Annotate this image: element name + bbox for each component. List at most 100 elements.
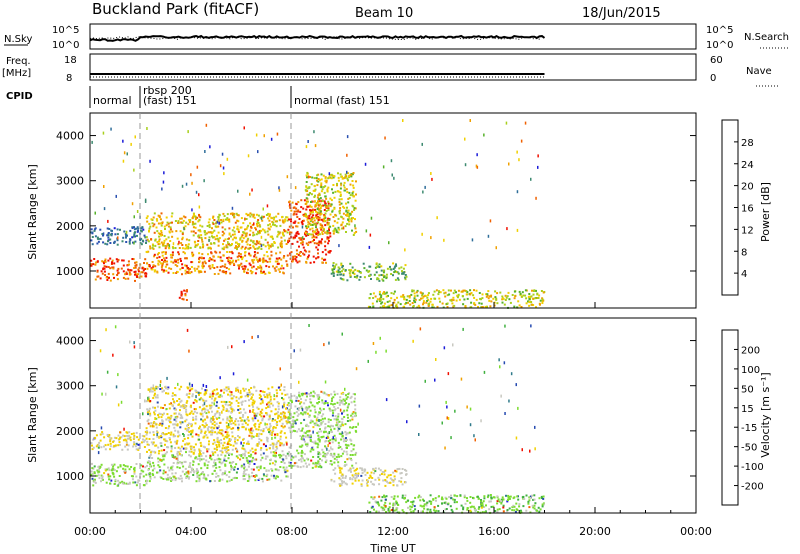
data-cell bbox=[187, 434, 190, 437]
data-cell bbox=[400, 295, 403, 298]
data-cell bbox=[291, 420, 294, 423]
data-cell bbox=[324, 400, 327, 403]
data-cell bbox=[514, 295, 517, 298]
data-cell bbox=[305, 392, 308, 395]
data-cell bbox=[325, 253, 328, 256]
scatter-cell bbox=[495, 246, 497, 250]
data-cell bbox=[201, 263, 204, 265]
data-cell bbox=[434, 497, 437, 500]
data-cell bbox=[466, 508, 469, 511]
data-cell bbox=[421, 505, 424, 508]
data-cell bbox=[276, 433, 279, 435]
data-cell bbox=[249, 244, 252, 246]
data-cell bbox=[248, 262, 251, 265]
data-cell bbox=[214, 250, 217, 253]
scatter-cell bbox=[508, 399, 510, 403]
data-cell bbox=[149, 425, 152, 428]
data-cell bbox=[455, 507, 458, 510]
scatter-cell bbox=[446, 416, 448, 420]
data-cell bbox=[231, 467, 234, 469]
data-cell bbox=[329, 419, 332, 421]
data-cell bbox=[502, 510, 505, 513]
data-cell bbox=[368, 501, 371, 504]
data-cell bbox=[164, 385, 167, 388]
data-cell bbox=[279, 435, 282, 438]
data-cell bbox=[355, 468, 358, 471]
data-cell bbox=[98, 467, 101, 469]
scatter-cell bbox=[117, 373, 119, 377]
data-cell bbox=[273, 216, 276, 219]
data-cell bbox=[355, 180, 357, 183]
data-cell bbox=[301, 240, 304, 243]
data-cell bbox=[240, 247, 243, 250]
data-cell bbox=[182, 215, 185, 218]
scatter-cell bbox=[516, 150, 518, 154]
data-cell bbox=[192, 460, 195, 463]
data-cell bbox=[335, 456, 338, 458]
data-cell bbox=[385, 291, 388, 294]
data-cell bbox=[354, 412, 357, 415]
data-cell bbox=[258, 441, 261, 444]
data-cell bbox=[91, 236, 94, 238]
data-cell bbox=[164, 259, 166, 262]
data-cell bbox=[390, 292, 393, 295]
data-cell bbox=[153, 411, 156, 414]
data-cell bbox=[273, 242, 276, 244]
data-cell bbox=[239, 458, 242, 461]
data-cell bbox=[179, 268, 182, 271]
data-cell bbox=[217, 454, 219, 457]
scatter-cell bbox=[255, 133, 258, 137]
data-cell bbox=[249, 254, 252, 257]
data-cell bbox=[431, 303, 434, 306]
data-cell bbox=[337, 427, 340, 430]
data-cell bbox=[287, 454, 290, 457]
data-cell bbox=[267, 387, 270, 390]
data-cell bbox=[243, 474, 246, 477]
scatter-cell bbox=[284, 415, 287, 419]
data-cell bbox=[249, 264, 252, 267]
data-cell bbox=[212, 442, 215, 445]
scatter-cell bbox=[149, 159, 151, 163]
data-cell bbox=[353, 444, 356, 447]
data-cell bbox=[324, 212, 327, 215]
data-cell bbox=[342, 437, 345, 440]
data-cell bbox=[274, 463, 277, 466]
data-cell bbox=[169, 226, 172, 229]
data-cell bbox=[269, 422, 272, 425]
data-cell bbox=[127, 260, 130, 263]
data-cell bbox=[351, 418, 354, 421]
data-cell bbox=[264, 457, 267, 460]
data-cell bbox=[134, 231, 136, 234]
data-cell bbox=[223, 232, 226, 235]
data-cell bbox=[453, 498, 456, 501]
data-cell bbox=[171, 392, 174, 395]
data-cell bbox=[251, 417, 254, 420]
data-cell bbox=[151, 390, 154, 393]
data-cell bbox=[212, 452, 215, 455]
data-cell bbox=[122, 434, 125, 437]
data-cell bbox=[208, 404, 211, 407]
data-cell bbox=[137, 227, 140, 230]
data-cell bbox=[321, 224, 324, 227]
data-cell bbox=[250, 427, 253, 430]
data-cell bbox=[389, 265, 391, 268]
data-cell bbox=[208, 226, 211, 229]
data-cell bbox=[147, 388, 150, 391]
data-cell bbox=[257, 214, 260, 217]
data-cell bbox=[396, 507, 399, 510]
data-cell bbox=[290, 218, 292, 221]
data-cell bbox=[388, 304, 391, 307]
data-cell bbox=[125, 234, 128, 237]
data-cell bbox=[481, 293, 484, 296]
data-cell bbox=[140, 243, 143, 246]
data-cell bbox=[255, 389, 258, 392]
data-cell bbox=[175, 417, 178, 420]
data-cell bbox=[493, 304, 496, 307]
data-cell bbox=[401, 509, 404, 512]
data-cell bbox=[146, 411, 149, 414]
data-cell bbox=[191, 251, 194, 254]
data-cell bbox=[96, 469, 99, 472]
data-cell bbox=[198, 480, 201, 483]
data-cell bbox=[250, 432, 253, 435]
data-cell bbox=[275, 412, 278, 415]
